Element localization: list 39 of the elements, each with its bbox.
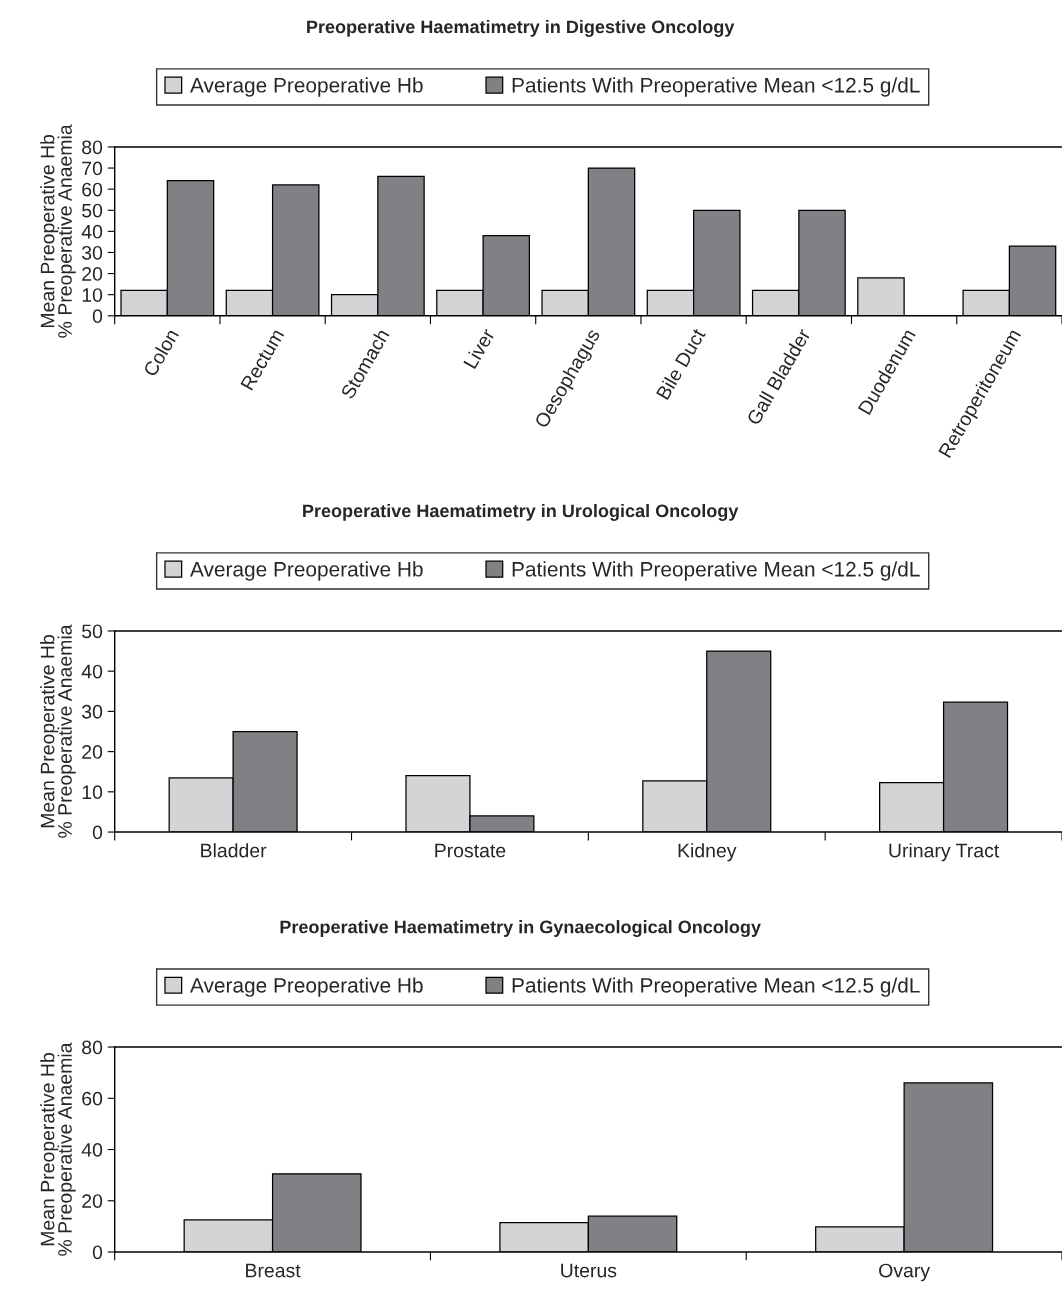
x-tick-label: Breast (246, 1263, 301, 1278)
y-tick-label: 30 (82, 245, 103, 260)
y-tick-label: 40 (81, 1143, 103, 1157)
x-tick-label: Bladder (201, 843, 267, 858)
y-tick-label: 70 (82, 161, 103, 176)
y-tick-label: 30 (82, 704, 103, 719)
chart-title: Preoperative Haematimetry in Urological Oncology (303, 503, 739, 521)
y-axis-title: Mean Preoperative Hb % Preoperative Anaemia (40, 624, 76, 838)
y-tick-label: 20 (82, 745, 103, 759)
y-tick-label: 0 (92, 309, 103, 324)
y-axis-title: Mean Preoperative Hb % Preoperative Anaemia (40, 124, 76, 338)
y-tick-label: 0 (92, 825, 103, 840)
legend-label: Average Preoperative Hb (190, 77, 423, 97)
y-tick-label: 80 (82, 140, 103, 155)
y-tick-label: 50 (82, 203, 103, 218)
x-tick-label: Urinary Tract (889, 843, 1000, 862)
y-tick-label: 80 (82, 1040, 103, 1055)
chart-title: Preoperative Haematimetry in Gynaecological Oncology (280, 920, 761, 937)
x-tick-label: Uterus (561, 1263, 617, 1278)
chart-title: Preoperative Haematimetry in Digestive Oncology (307, 19, 735, 37)
y-tick-label: 20 (82, 1194, 103, 1208)
y-tick-label: 40 (81, 224, 103, 239)
y-tick-label: 0 (92, 1245, 103, 1260)
legend-label: Patients With Preoperative Mean <12.5 g/dL (512, 561, 920, 581)
y-tick-label: 50 (82, 624, 103, 639)
legend-label: Average Preoperative Hb (190, 561, 423, 581)
legend-label: Patients With Preoperative Mean <12.5 g/dL (512, 977, 920, 997)
y-tick-label: 60 (82, 1091, 103, 1106)
x-tick-label: Kidney (678, 843, 737, 862)
legend-label: Average Preoperative Hb (190, 977, 423, 997)
y-tick-label: 60 (82, 182, 103, 197)
y-axis-title: Mean Preoperative Hb % Preoperative Anaemia (40, 1042, 76, 1256)
x-tick-label: Prostate (435, 843, 506, 858)
y-tick-label: 40 (81, 664, 103, 679)
x-tick-label: Ovary (879, 1263, 931, 1282)
y-tick-label: 10 (82, 288, 103, 302)
legend-label: Patients With Preoperative Mean <12.5 g/dL (512, 77, 920, 97)
y-tick-label: 20 (82, 267, 103, 281)
y-tick-label: 10 (82, 785, 103, 800)
